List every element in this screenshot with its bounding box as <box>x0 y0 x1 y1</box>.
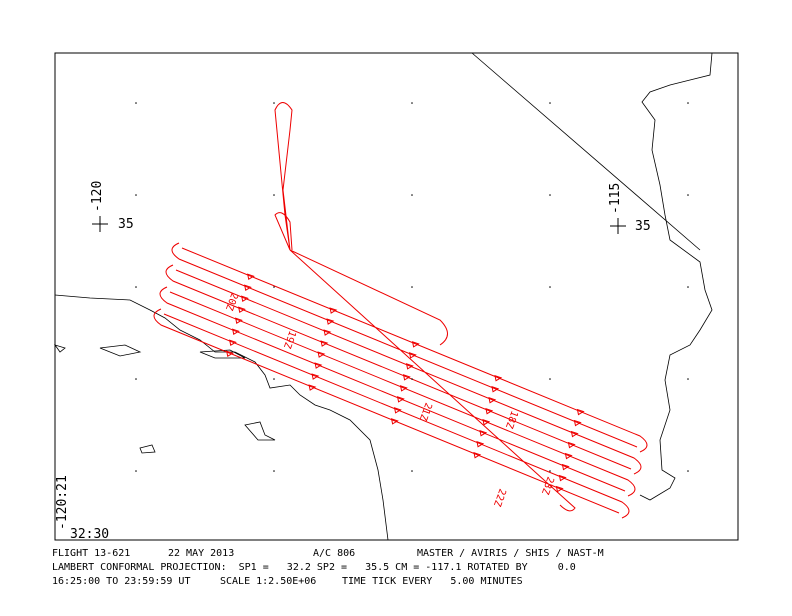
time-tick <box>405 363 414 370</box>
time-tick <box>491 385 500 393</box>
grid-dot <box>411 194 413 196</box>
grid-label: 35 <box>118 217 134 232</box>
grid-dot <box>549 470 551 472</box>
footer-text: LAMBERT CONFORMAL PROJECTION: SP1 = 32.2… <box>52 562 576 573</box>
grid-dot <box>135 470 137 472</box>
time-tick <box>229 339 237 346</box>
grid-dot <box>687 286 689 288</box>
time-tick <box>311 373 320 380</box>
time-tick <box>326 318 335 325</box>
grid-cross <box>92 216 108 232</box>
time-tick <box>314 362 323 369</box>
grid-dot <box>135 194 137 196</box>
grid-dot <box>549 194 551 196</box>
time-tick <box>226 350 234 357</box>
time-tick <box>561 463 570 471</box>
grid-dot <box>411 286 413 288</box>
time-tick <box>244 284 252 291</box>
footer-text: TIME TICK EVERY 5.00 MINUTES <box>342 576 523 587</box>
grid-dot <box>273 470 275 472</box>
time-tick <box>576 408 585 416</box>
time-tick <box>323 329 332 336</box>
map-frame <box>54 52 739 541</box>
flight-track <box>153 102 648 519</box>
footer-text: MASTER / AVIRIS / SHIS / NAST-M <box>417 548 604 559</box>
grid-dot <box>273 286 275 288</box>
footer-text: A/C 806 <box>313 548 355 559</box>
grid-label: -120 <box>90 181 105 212</box>
time-label: 18Z <box>503 409 520 430</box>
time-tick <box>393 407 402 414</box>
grid-cross <box>610 218 626 234</box>
grid-dot <box>687 102 689 104</box>
time-tick <box>238 306 246 313</box>
grid-dot <box>273 378 275 380</box>
grid-dot <box>687 194 689 196</box>
grid-dot <box>687 378 689 380</box>
time-tick <box>408 352 417 359</box>
corner-label: -120:21 <box>55 475 70 530</box>
time-label: 21Z <box>417 401 434 422</box>
time-tick <box>402 374 411 381</box>
time-tick <box>317 351 326 358</box>
grid-dot <box>549 102 551 104</box>
grid-dot <box>135 102 137 104</box>
time-tick <box>235 317 243 324</box>
grid-dot <box>411 470 413 472</box>
grid-dot <box>273 194 275 196</box>
time-tick <box>396 396 405 403</box>
time-tick <box>390 418 399 425</box>
grid-dot <box>411 378 413 380</box>
grid-dot <box>687 470 689 472</box>
grid-dot <box>273 102 275 104</box>
footer-text: FLIGHT 13-621 <box>52 548 130 559</box>
track-labels: 20Z 19Z 21Z 18Z 22Z 23Z <box>223 291 556 508</box>
time-tick <box>573 419 582 427</box>
time-tick <box>232 328 240 335</box>
grid-dot <box>135 286 137 288</box>
time-label: 20Z <box>223 291 240 312</box>
grid-dot <box>549 286 551 288</box>
time-tick <box>488 396 497 404</box>
time-tick <box>558 474 567 482</box>
time-tick <box>320 340 329 347</box>
track-path <box>153 102 648 519</box>
geography <box>53 52 713 541</box>
time-label: 19Z <box>281 329 298 350</box>
footer-text: SCALE 1:2.50E+06 <box>220 576 316 587</box>
time-tick <box>247 273 255 280</box>
time-tick <box>473 451 482 459</box>
state-border <box>471 52 701 251</box>
time-tick <box>308 384 317 391</box>
time-tick <box>570 430 579 438</box>
footer-text: 22 MAY 2013 <box>168 548 234 559</box>
time-tick <box>479 429 488 437</box>
grid-label: -115 <box>608 183 623 214</box>
time-tick <box>567 441 576 449</box>
grid-label: 35 <box>635 219 651 234</box>
grid-crosses <box>92 216 626 234</box>
time-tick <box>494 374 503 382</box>
time-tick <box>411 341 420 348</box>
time-tick <box>329 307 338 314</box>
islands <box>53 344 276 454</box>
time-tick <box>482 418 491 426</box>
time-tick <box>485 407 494 415</box>
time-tick <box>555 485 564 493</box>
grid-dot <box>411 102 413 104</box>
time-tick <box>241 295 249 302</box>
time-label: 22Z <box>491 487 508 508</box>
corner-label: 32:30 <box>70 527 109 542</box>
grid-dot <box>135 378 137 380</box>
river <box>639 52 713 501</box>
time-tick <box>564 452 573 460</box>
time-tick <box>476 440 485 448</box>
grid-dot <box>549 378 551 380</box>
coastline <box>54 294 389 541</box>
time-tick <box>399 385 408 392</box>
footer-text: 16:25:00 TO 23:59:59 UT <box>52 576 190 587</box>
